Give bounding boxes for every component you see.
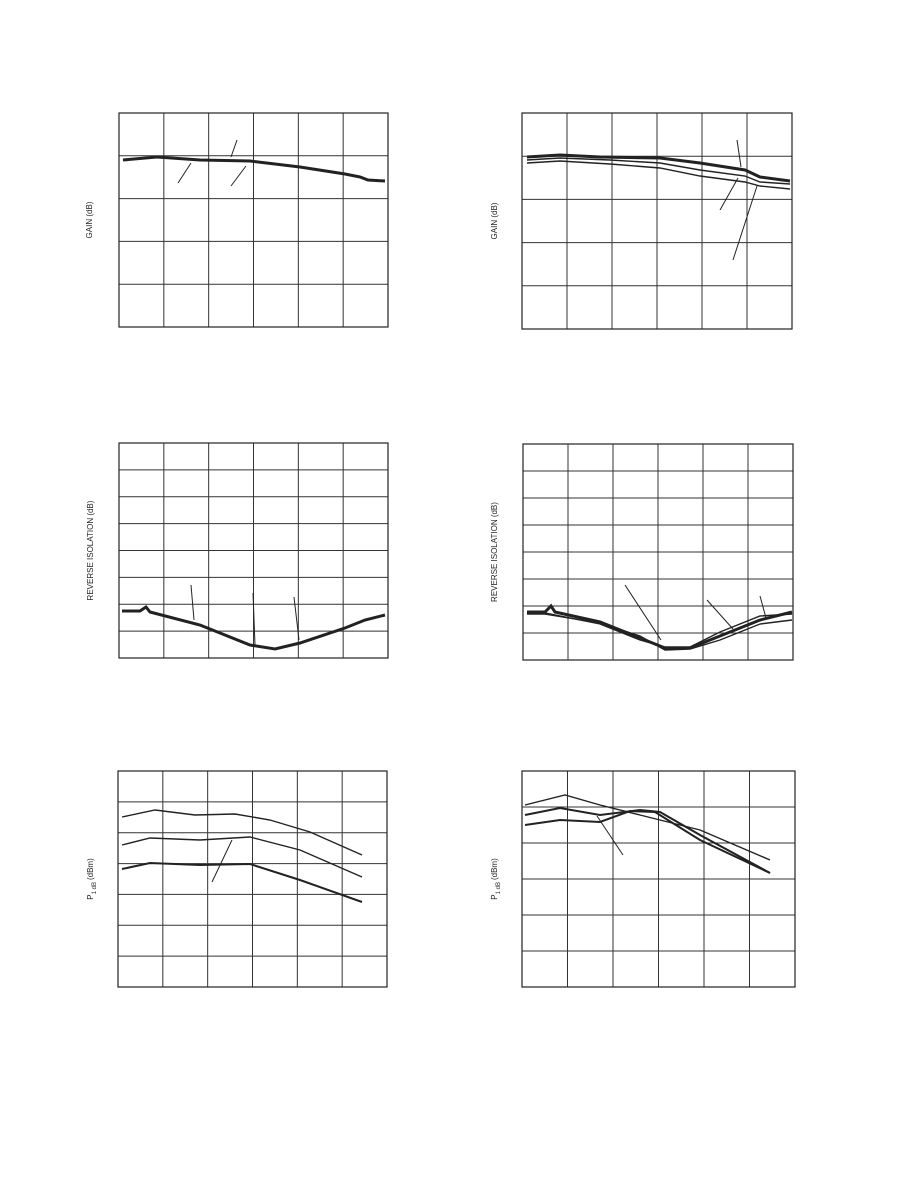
curve (526, 153, 791, 183)
y-axis-label: P1 dB (dBm) (490, 858, 502, 900)
curve (526, 157, 791, 185)
chart-frame: P1 dB (dBm) (86, 770, 388, 988)
curve (122, 155, 386, 183)
curve (121, 836, 363, 878)
chart-frame: REVERSE ISOLATION (dB) (86, 442, 389, 659)
arrow (719, 139, 758, 261)
chart-frame: GAIN (dB) (85, 112, 389, 328)
plot-frame (521, 770, 796, 988)
arrow (190, 584, 300, 646)
plot-frame (118, 442, 389, 659)
label-main: P (490, 894, 499, 899)
curve (524, 806, 771, 874)
label-unit: (dBm) (86, 858, 95, 880)
y-axis-label: GAIN (dB) (85, 201, 94, 238)
curve (524, 794, 771, 861)
label-unit: (dBm) (490, 858, 499, 880)
curve (527, 603, 793, 650)
label-subscript: 1 dB (496, 882, 502, 894)
curve (526, 160, 791, 190)
curve (121, 861, 363, 903)
arrow (624, 584, 767, 641)
label-main: P (86, 894, 95, 899)
y-axis-label: REVERSE ISOLATION (dB) (86, 500, 95, 600)
label-subscript: 1 dB (92, 882, 98, 894)
y-axis-label: P1 dB (dBm) (86, 858, 98, 900)
chart-frame: REVERSE ISOLATION (dB) (490, 443, 794, 661)
arrow (596, 815, 624, 856)
y-axis-label: REVERSE ISOLATION (dB) (490, 502, 499, 602)
y-axis-label: GAIN (dB) (490, 202, 499, 239)
plot-frame (521, 112, 793, 330)
arrow (211, 839, 233, 883)
curve (122, 604, 386, 651)
chart-frame: P1 dB (dBm) (490, 770, 796, 988)
chart-frame: GAIN (dB) (490, 112, 793, 330)
plot-frame (118, 112, 389, 328)
arrow (177, 139, 247, 187)
curve (121, 809, 363, 856)
plot-frame (522, 443, 794, 661)
curves (121, 139, 793, 903)
plot-frame (117, 770, 388, 988)
curve (527, 613, 793, 651)
curve (524, 809, 771, 874)
